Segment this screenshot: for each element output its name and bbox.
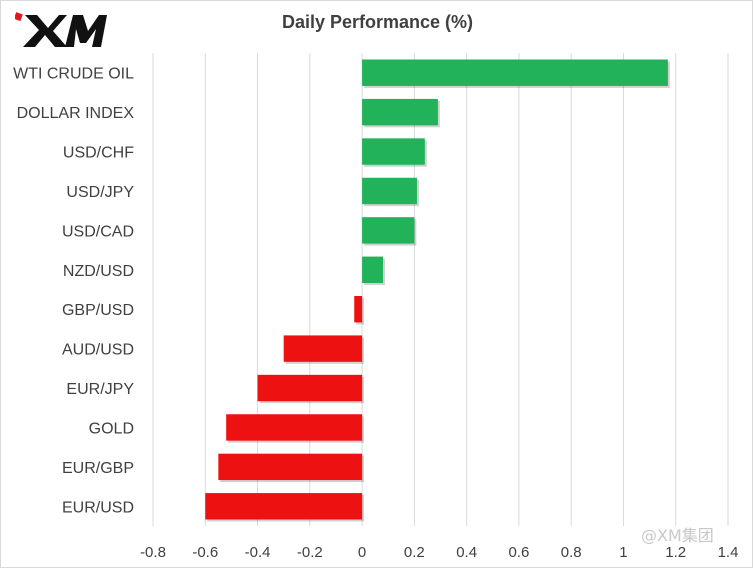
- bar: [257, 374, 363, 402]
- x-tick-label: 0.6: [508, 544, 529, 561]
- category-label: EUR/USD: [62, 499, 134, 516]
- category-label: GBP/USD: [62, 302, 134, 319]
- x-tick-label: 0.2: [404, 544, 425, 561]
- xm-logo: [15, 12, 107, 47]
- bar: [205, 493, 363, 520]
- bar: [283, 335, 363, 362]
- bar: [362, 256, 383, 283]
- category-label: GOLD: [89, 420, 134, 437]
- x-tick-label: 1.2: [665, 544, 686, 561]
- watermark: @XM集团: [641, 526, 714, 545]
- bar: [362, 177, 417, 205]
- x-tick-label: 0.8: [561, 544, 582, 561]
- x-tick-label: 0: [358, 544, 366, 561]
- bar: [226, 414, 363, 441]
- x-tick-label: 1: [619, 544, 627, 561]
- chart-title: Daily Performance (%): [281, 12, 474, 32]
- category-label: WTI CRUDE OIL: [13, 66, 134, 83]
- bar: [362, 138, 425, 165]
- x-tick-label: -0.6: [192, 544, 218, 561]
- x-tick-label: -0.2: [297, 544, 323, 561]
- category-label: EUR/GBP: [62, 460, 134, 477]
- category-label: USD/CAD: [62, 223, 134, 240]
- category-label: NZD/USD: [63, 263, 134, 280]
- bar: [354, 296, 363, 323]
- bar: [218, 453, 363, 481]
- category-label: USD/JPY: [66, 184, 134, 201]
- bar: [362, 59, 668, 86]
- category-label: EUR/JPY: [66, 381, 134, 398]
- bar: [362, 217, 415, 244]
- category-label: DOLLAR INDEX: [17, 105, 135, 122]
- category-label: AUD/USD: [62, 342, 134, 359]
- x-tick-label: 1.4: [718, 544, 739, 561]
- category-label: USD/CHF: [63, 145, 134, 162]
- x-tick-label: -0.8: [140, 544, 166, 561]
- bar: [362, 98, 438, 126]
- x-tick-label: -0.4: [245, 544, 271, 561]
- x-tick-label: 0.4: [456, 544, 477, 561]
